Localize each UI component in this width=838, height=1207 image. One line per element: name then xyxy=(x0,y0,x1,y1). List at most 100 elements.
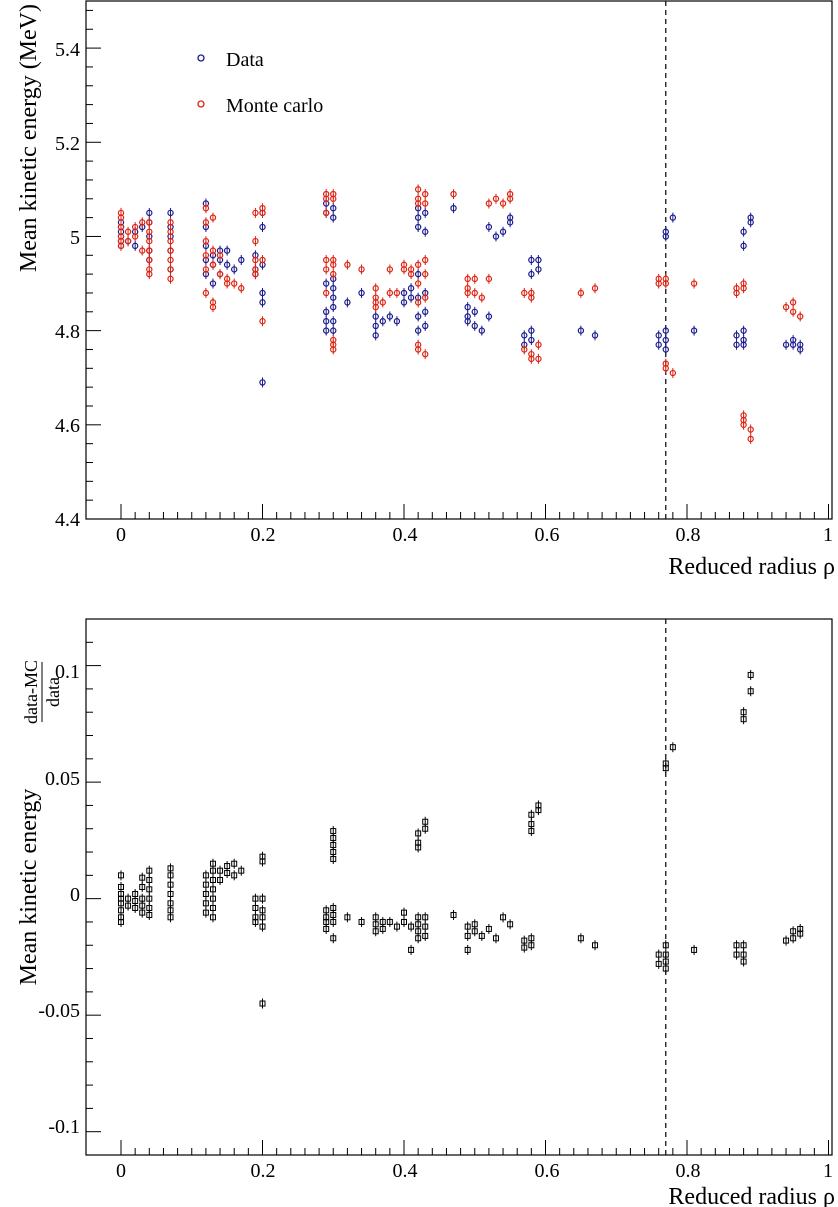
top-series-0-point xyxy=(131,242,139,250)
bottom-plot-frame xyxy=(85,618,833,1156)
top-series-0-point xyxy=(577,327,585,334)
legend-marker-data xyxy=(197,54,205,62)
bottom-series-0-point xyxy=(330,935,337,942)
top-series-1-point xyxy=(414,346,422,353)
top-series-0-point xyxy=(238,256,245,264)
top-series-1-point xyxy=(506,195,514,202)
top-series-0-point xyxy=(464,318,471,325)
top-series-0-point xyxy=(740,341,747,348)
top-series-0-point xyxy=(386,313,394,320)
top-series-0-point xyxy=(528,270,535,278)
top-series-1-point xyxy=(485,275,493,283)
top-series-1-point xyxy=(407,270,415,278)
top-series-1-point xyxy=(117,214,125,221)
top-series-1-point xyxy=(464,275,471,283)
top-series-1-point xyxy=(322,266,330,273)
bottom-y-axis-title: Mean kinetic energy xyxy=(16,789,42,986)
bottom-series-0-point xyxy=(655,951,662,958)
top-series-1-point xyxy=(117,223,125,231)
bottom-series-0-point xyxy=(139,909,146,916)
top-series-1-point xyxy=(591,285,599,292)
top-series-1-point xyxy=(322,209,330,217)
top-series-1-point xyxy=(259,256,266,264)
bottom-series-0-point xyxy=(422,914,429,921)
top-series-0-point xyxy=(330,318,337,325)
top-series-1-point xyxy=(528,355,535,363)
top-plot-frame xyxy=(85,0,833,520)
top-series-0-point xyxy=(223,261,231,268)
top-series-1-point xyxy=(471,275,478,283)
bottom-series-0-point xyxy=(655,960,662,967)
top-series-0-point xyxy=(535,256,542,264)
top-y-tick-label: 4.4 xyxy=(55,509,80,531)
top-series-1-point xyxy=(422,190,429,198)
top-series-0-point xyxy=(259,289,266,297)
bottom-series-0-point xyxy=(669,744,676,751)
top-series-1-point xyxy=(330,346,337,353)
top-series-1-point xyxy=(202,219,210,226)
top-series-0-point xyxy=(322,327,330,334)
top-series-0-point xyxy=(782,341,790,348)
bottom-series-0-point xyxy=(783,937,790,944)
bottom-series-0-point xyxy=(422,825,429,832)
top-series-1-point xyxy=(789,299,797,306)
fraction-numerator: data-MC xyxy=(21,660,41,724)
bottom-series-0-point xyxy=(209,867,216,874)
bottom-series-0-point xyxy=(132,890,139,897)
top-series-0-point xyxy=(393,318,401,325)
top-series-0-point xyxy=(407,294,415,301)
top-series-1-point xyxy=(344,261,351,268)
top-series-1-point xyxy=(167,256,174,264)
top-series-1-point xyxy=(216,270,224,278)
top-series-1-point xyxy=(414,186,422,193)
top-series-1-point xyxy=(124,237,132,245)
legend-label-data: Data xyxy=(226,49,264,71)
top-series-0-point xyxy=(733,341,740,348)
bottom-series-0-point xyxy=(259,858,266,865)
bottom-series-0-point xyxy=(252,918,259,925)
bottom-series-0-point xyxy=(344,914,351,921)
top-series-1-point xyxy=(422,256,429,264)
top-series-1-point xyxy=(414,299,422,306)
top-series-1-point xyxy=(202,252,210,259)
bottom-series-0-point xyxy=(393,923,400,930)
top-series-0-point xyxy=(322,280,330,287)
top-series-1-point xyxy=(322,195,330,202)
top-series-0-point xyxy=(662,327,669,334)
top-series-1-point xyxy=(167,228,174,235)
top-series-1-point xyxy=(485,200,493,207)
bottom-series-0-point xyxy=(323,925,330,932)
top-series-0-point xyxy=(422,308,429,315)
top-data-points xyxy=(117,184,804,444)
top-series-0-point xyxy=(662,336,669,344)
top-series-0-point xyxy=(528,336,535,344)
bottom-series-0-point xyxy=(450,911,457,918)
bottom-series-0-point xyxy=(577,935,584,942)
top-series-1-point xyxy=(422,294,429,301)
top-series-1-point xyxy=(252,237,259,245)
bottom-series-0-point xyxy=(146,867,153,874)
bottom-series-0-point xyxy=(167,914,174,921)
bottom-series-0-point xyxy=(209,904,216,911)
bottom-series-0-point xyxy=(146,877,153,884)
bottom-series-0-point xyxy=(209,914,216,921)
bottom-series-0-point xyxy=(415,935,422,942)
top-series-1-point xyxy=(690,280,698,287)
bottom-series-0-point xyxy=(202,881,209,888)
top-y-tick-label: 5.2 xyxy=(55,133,80,155)
bottom-series-0-point xyxy=(386,918,393,925)
bottom-series-0-point xyxy=(224,870,231,877)
top-series-0-point xyxy=(740,228,747,235)
bottom-x-tick-label: 0.6 xyxy=(535,1160,560,1182)
top-series-1-point xyxy=(662,280,669,287)
bottom-series-0-point xyxy=(415,830,422,837)
top-series-0-point xyxy=(330,303,337,311)
top-series-0-point xyxy=(372,322,379,330)
top-series-1-point xyxy=(464,289,471,297)
top-series-1-point xyxy=(521,346,528,353)
top-series-1-point xyxy=(167,247,174,254)
bottom-series-0-point xyxy=(217,877,224,884)
top-series-1-point xyxy=(422,200,429,207)
top-series-1-point xyxy=(322,256,330,264)
bottom-series-0-point xyxy=(209,895,216,902)
